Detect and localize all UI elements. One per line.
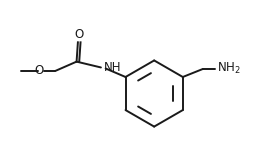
Text: O: O	[74, 28, 84, 41]
Text: NH$_2$: NH$_2$	[217, 61, 241, 76]
Text: O: O	[34, 64, 44, 77]
Text: NH: NH	[103, 61, 121, 74]
